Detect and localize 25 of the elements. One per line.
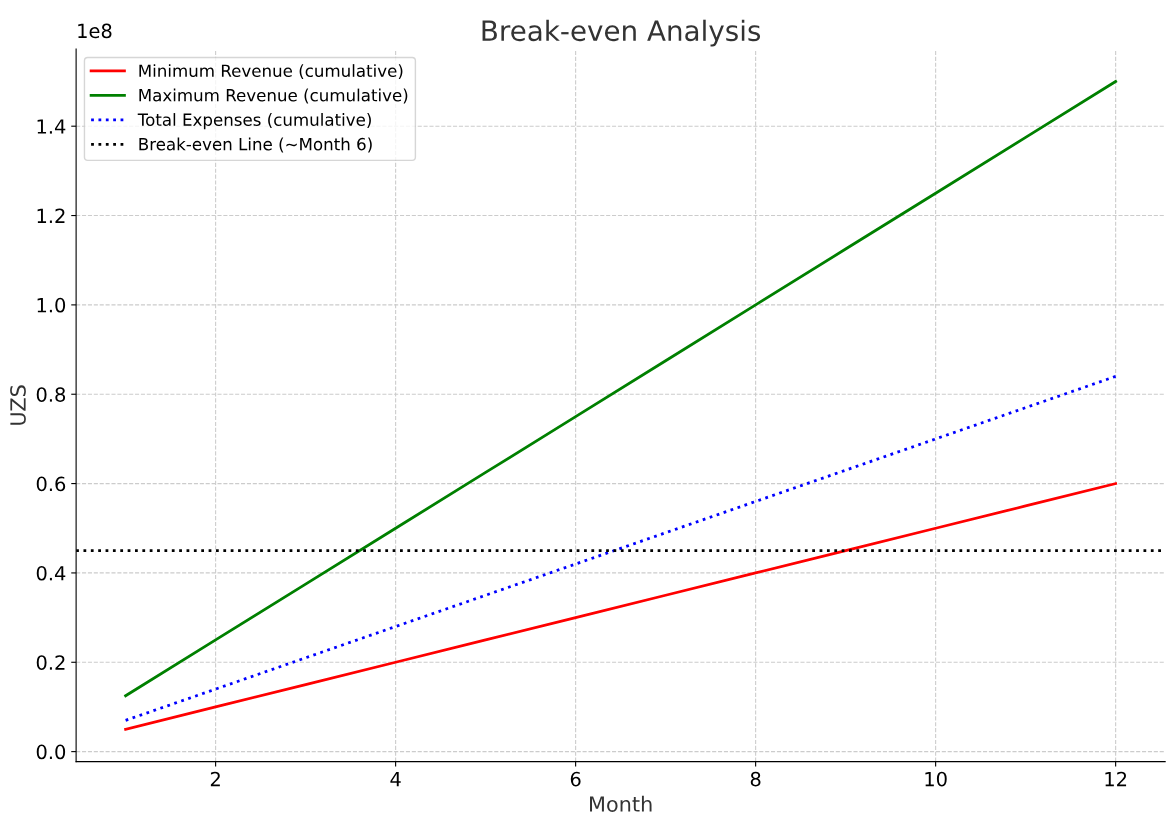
y-axis-title: UZS (10, 385, 26, 425)
line-series (124, 80, 1118, 698)
x-tick-label: 6 (570, 771, 581, 787)
legend-label: Maximum Revenue (cumulative) (139, 88, 408, 104)
y-tick-label: 1.2 (37, 208, 65, 223)
x-tick-label: 4 (390, 771, 401, 787)
x-axis-title: Month (590, 795, 652, 812)
x-tick-label: 2 (210, 771, 220, 787)
legend-label: Minimum Revenue (cumulative) (139, 64, 403, 79)
y-tick-label: 0.8 (36, 387, 66, 402)
y-tick-label: 1.4 (37, 119, 66, 134)
y-tick-label: 0.2 (36, 655, 65, 670)
y-tick-label: 0.6 (36, 476, 66, 492)
line-series (124, 482, 1118, 731)
x-tick-label: 12 (1105, 771, 1127, 787)
legend-label: Break-even Line (~Month 6) (139, 137, 372, 153)
y-tick-label: 0.4 (36, 565, 66, 581)
legend-label: Total Expenses (cumulative) (137, 113, 371, 130)
chart-title: Break-even Analysis (482, 19, 761, 47)
text: 1e8 (78, 23, 112, 39)
x-tick-label: 8 (750, 771, 761, 787)
x-tick-label: 10 (925, 771, 947, 787)
line-series (124, 374, 1118, 722)
y-tick-label: 0.0 (36, 744, 66, 760)
y-tick-label: 1.0 (37, 297, 66, 313)
